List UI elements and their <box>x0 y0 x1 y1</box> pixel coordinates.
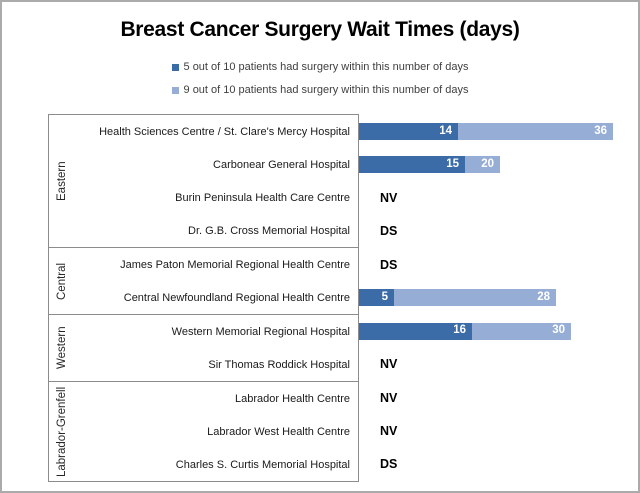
wait-time-bar: 5 28 <box>359 289 556 307</box>
chart-title: Breast Cancer Surgery Wait Times (days) <box>120 18 520 41</box>
hospital-name-list: James Paton Memorial Regional Health Cen… <box>75 248 358 314</box>
hospital-name-list: Health Sciences Centre / St. Clare's Mer… <box>75 115 358 247</box>
legend-label-median: 5 out of 10 patients had surgery within … <box>183 61 469 73</box>
region-label: Labrador-Grenfell <box>56 386 68 477</box>
p90-series-swatch-icon <box>171 86 179 94</box>
bar-row: 5 28 <box>359 281 638 314</box>
legend: 5 out of 10 patients had surgery within … <box>2 60 638 97</box>
note-row: DS <box>359 215 638 248</box>
hospital-name-label: Dr. G.B. Cross Memorial Hospital <box>188 224 350 237</box>
legend-item-p90: 9 out of 10 patients had surgery within … <box>171 83 469 97</box>
p90-bar-segment: 20 <box>465 156 500 174</box>
bar-row: 16 30 <box>359 315 638 348</box>
median-bar-segment: 14 <box>359 123 458 141</box>
note-row: NV <box>359 414 638 447</box>
median-value-label: 5 <box>381 291 388 304</box>
wait-time-bar: 14 36 <box>359 123 613 141</box>
region-label: Eastern <box>56 161 68 201</box>
median-value-label: 15 <box>446 158 459 171</box>
region-group: Labrador-Grenfell Labrador Health Centre… <box>49 381 358 481</box>
note-row: NV <box>359 182 638 215</box>
median-bar-segment: 5 <box>359 289 394 307</box>
region-label: Central <box>56 262 68 300</box>
note-row: NV <box>359 381 638 414</box>
data-note-label: DS <box>380 257 398 272</box>
hospital-name-label: Charles S. Curtis Memorial Hospital <box>175 458 350 471</box>
plot-area: 14 36 15 20 NV DS DS 5 28 <box>359 115 638 481</box>
bar-row: 14 36 <box>359 115 638 148</box>
hospital-name-label: Labrador West Health Centre <box>207 425 350 438</box>
legend-label-p90: 9 out of 10 patients had surgery within … <box>183 84 469 96</box>
legend-item-median: 5 out of 10 patients had surgery within … <box>171 60 469 74</box>
region-group: Western Western Memorial Regional Hospit… <box>49 314 358 381</box>
p90-value-label: 36 <box>594 124 607 137</box>
median-bar-segment: 16 <box>359 322 472 340</box>
hospital-name-label: Sir Thomas Roddick Hospital <box>208 358 350 371</box>
data-note-label: DS <box>380 224 398 239</box>
data-note-label: NV <box>380 191 398 206</box>
wait-time-bar: 15 20 <box>359 156 500 174</box>
hospital-name-list: Western Memorial Regional Hospital Sir Th… <box>75 315 358 381</box>
bar-row: 15 20 <box>359 148 638 181</box>
note-row: NV <box>359 348 638 381</box>
hospital-name-label: James Paton Memorial Regional Health Cen… <box>120 258 350 271</box>
note-row: DS <box>359 448 638 481</box>
p90-value-label: 20 <box>481 158 494 171</box>
region-group: Eastern Health Sciences Centre / St. Cla… <box>49 115 358 247</box>
median-value-label: 16 <box>453 324 466 337</box>
data-note-label: NV <box>380 357 398 372</box>
data-note-label: NV <box>380 390 398 405</box>
p90-bar-segment: 28 <box>394 289 556 307</box>
data-note-label: NV <box>380 424 398 439</box>
hospital-name-label: Burin Peninsula Health Care Centre <box>175 191 350 204</box>
hospital-name-label: Labrador Health Centre <box>235 392 350 405</box>
p90-value-label: 28 <box>537 291 550 304</box>
hospital-name-label: Western Memorial Regional Hospital <box>171 325 350 338</box>
region-group: Central James Paton Memorial Regional He… <box>49 247 358 314</box>
median-series-swatch-icon <box>171 63 179 71</box>
p90-value-label: 30 <box>552 324 565 337</box>
wait-time-bar: 16 30 <box>359 322 571 340</box>
p90-bar-segment: 30 <box>472 322 571 340</box>
region-label: Western <box>56 326 68 370</box>
hospital-name-label: Carbonear General Hospital <box>213 158 350 171</box>
median-bar-segment: 15 <box>359 156 465 174</box>
median-value-label: 14 <box>439 124 452 137</box>
data-note-label: DS <box>380 457 398 472</box>
p90-bar-segment: 36 <box>458 123 613 141</box>
note-row: DS <box>359 248 638 281</box>
category-axis: Eastern Health Sciences Centre / St. Cla… <box>48 114 359 482</box>
hospital-name-list: Labrador Health Centre Labrador West Heal… <box>75 382 358 481</box>
hospital-name-label: Health Sciences Centre / St. Clare's Mer… <box>99 125 350 138</box>
hospital-name-label: Central Newfoundland Regional Health Cen… <box>123 291 350 304</box>
